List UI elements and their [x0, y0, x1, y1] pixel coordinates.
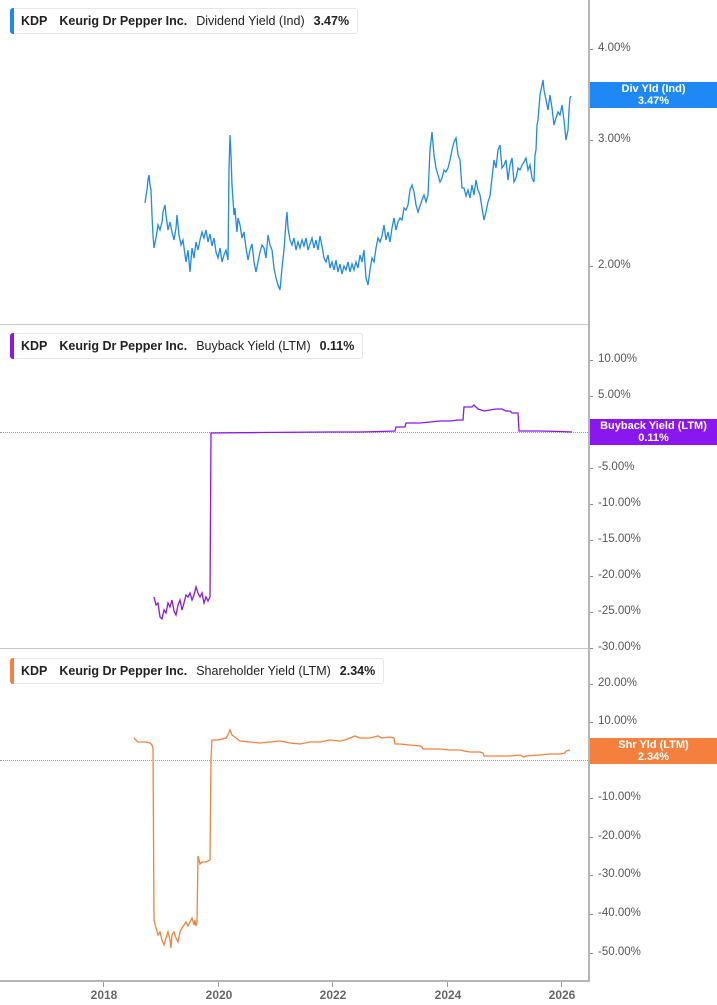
x-tick-label: 2026 — [542, 982, 582, 1002]
y-tick-label: -40.00% — [589, 907, 641, 919]
shareholder-yield-value-flag: Shr Yld (LTM) 2.34% — [590, 738, 717, 764]
y-tick-label: -30.00% — [589, 641, 641, 653]
dividend-yield-panel: KDP Keurig Dr Pepper Inc. Dividend Yield… — [0, 0, 717, 324]
shareholder-yield-legend[interactable]: KDP Keurig Dr Pepper Inc. Shareholder Yi… — [10, 658, 385, 684]
x-tick-label: 2020 — [199, 982, 239, 1002]
legend-value: 3.47% — [313, 14, 350, 28]
legend-company: Keurig Dr Pepper Inc. — [59, 339, 188, 353]
y-tick-label: -30.00% — [589, 868, 641, 880]
y-tick-label: 10.00% — [588, 353, 637, 365]
y-tick-label: 5.00% — [589, 389, 631, 401]
buyback-yield-line — [153, 404, 573, 621]
y-tick-label: 2.00% — [589, 259, 631, 271]
flag-value: 2.34% — [637, 751, 670, 763]
y-tick-label: 10.00% — [588, 715, 637, 727]
y-tick-label: -5.00% — [588, 461, 634, 473]
legend-company: Keurig Dr Pepper Inc. — [59, 14, 188, 28]
buyback-yield-value-flag: Buyback Yield (LTM) 0.11% — [590, 419, 717, 445]
x-tick-label: 2018 — [84, 982, 124, 1002]
flag-value: 0.11% — [638, 432, 669, 444]
flag-label: Div Yld (Ind) — [621, 83, 686, 95]
shareholder-yield-panel: KDP Keurig Dr Pepper Inc. Shareholder Yi… — [0, 650, 717, 980]
series-color-swatch — [10, 333, 14, 359]
shareholder-yield-line — [133, 728, 571, 949]
zero-line — [0, 760, 590, 761]
legend-metric: Dividend Yield (Ind) — [196, 14, 305, 28]
dividend-yield-legend[interactable]: KDP Keurig Dr Pepper Inc. Dividend Yield… — [10, 8, 359, 34]
x-axis-line — [0, 980, 590, 982]
buyback-yield-legend[interactable]: KDP Keurig Dr Pepper Inc. Buyback Yield … — [10, 333, 364, 359]
y-tick-label: -50.00% — [589, 946, 641, 958]
y-tick-label: -15.00% — [589, 533, 641, 545]
y-tick-label: 20.00% — [588, 677, 637, 689]
panel-divider — [0, 648, 589, 649]
flag-label: Buyback Yield (LTM) — [600, 420, 707, 432]
y-tick-label: -10.00% — [589, 791, 641, 803]
legend-value: 0.11% — [319, 339, 355, 353]
series-color-swatch — [10, 658, 14, 684]
legend-metric: Buyback Yield (LTM) — [196, 339, 311, 353]
legend-value: 2.34% — [339, 664, 376, 678]
x-tick-label: 2022 — [313, 982, 353, 1002]
dividend-yield-value-flag: Div Yld (Ind) 3.47% — [590, 82, 717, 108]
y-axis-line — [588, 0, 590, 981]
dividend-yield-line — [144, 79, 572, 291]
y-tick-label: -20.00% — [589, 569, 641, 581]
y-tick-label: -20.00% — [589, 830, 641, 842]
panel-divider — [0, 324, 589, 325]
legend-ticker: KDP — [21, 14, 48, 28]
buyback-yield-panel: KDP Keurig Dr Pepper Inc. Buyback Yield … — [0, 325, 717, 653]
legend-metric: Shareholder Yield (LTM) — [196, 664, 331, 678]
flag-value: 3.47% — [637, 95, 670, 107]
legend-ticker: KDP — [21, 664, 48, 678]
series-color-swatch — [10, 8, 14, 34]
x-tick-label: 2024 — [428, 982, 468, 1002]
legend-company: Keurig Dr Pepper Inc. — [59, 664, 188, 678]
flag-label: Shr Yld (LTM) — [618, 739, 689, 751]
y-tick-label: 4.00% — [589, 42, 631, 54]
legend-ticker: KDP — [21, 339, 48, 353]
y-tick-label: 3.00% — [589, 133, 631, 145]
y-tick-label: -25.00% — [589, 605, 641, 617]
y-tick-label: -10.00% — [589, 497, 641, 509]
